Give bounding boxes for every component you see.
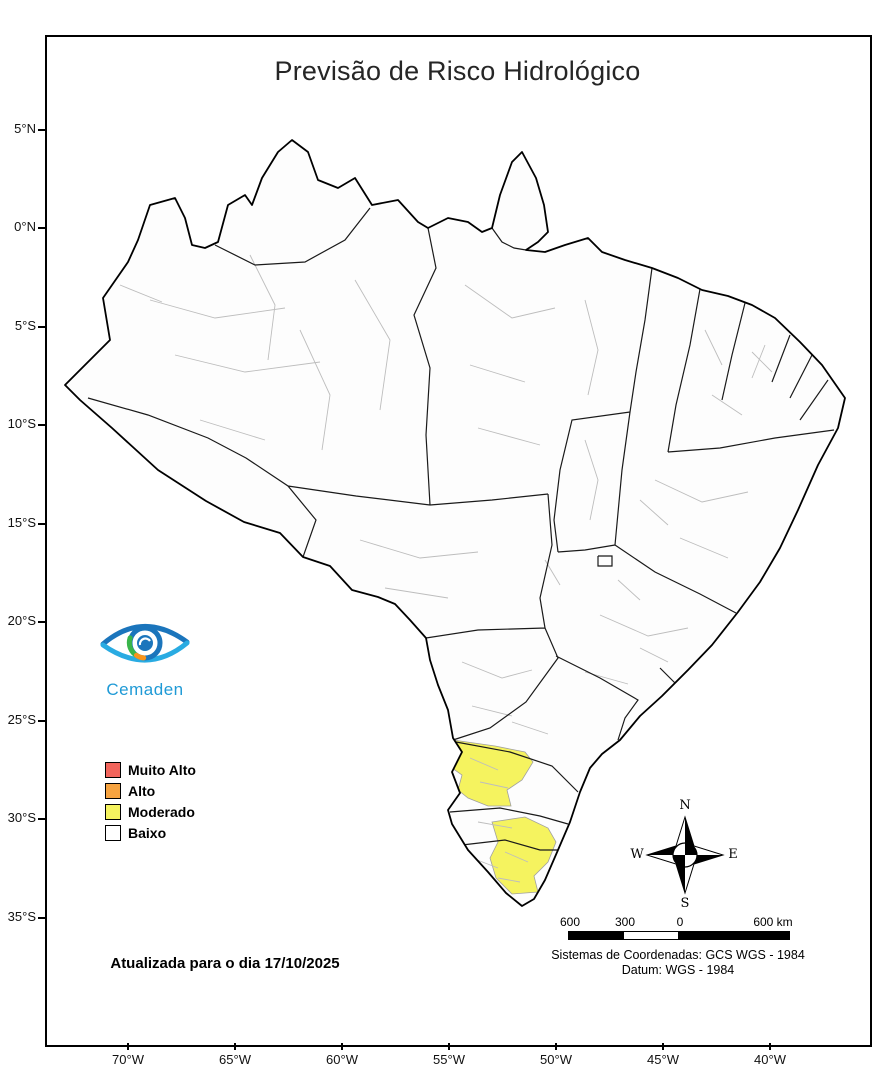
page-title: Previsão de Risco Hidrológico bbox=[274, 56, 641, 86]
lon-label-40w: 40°W bbox=[754, 1052, 786, 1067]
lat-tick bbox=[38, 326, 45, 328]
compass-east-label: E bbox=[728, 847, 738, 862]
legend-label-alto: Alto bbox=[128, 783, 156, 799]
lat-label-15s: 15°S bbox=[7, 515, 36, 530]
brazil-landmass bbox=[65, 140, 845, 906]
lon-tick bbox=[234, 1043, 236, 1050]
lat-tick bbox=[38, 227, 45, 229]
legend-swatch-alto bbox=[105, 783, 121, 799]
lat-label-5s: 5°S bbox=[14, 318, 36, 333]
lon-tick bbox=[769, 1043, 771, 1050]
moderado-risk-regions bbox=[451, 739, 557, 895]
cemaden-wordmark: Cemaden bbox=[106, 680, 184, 699]
lat-label-20s: 20°S bbox=[7, 613, 36, 628]
scalebar-label-600km: 600 km bbox=[753, 915, 793, 929]
legend-swatch-muito-alto bbox=[105, 762, 121, 778]
brazil-country-outline bbox=[64, 139, 846, 907]
lon-label-45w: 45°W bbox=[647, 1052, 679, 1067]
lat-label-0n: 0°N bbox=[14, 219, 36, 234]
crs-line2: Datum: WGS - 1984 bbox=[621, 963, 735, 977]
scalebar-label-600-left: 600 bbox=[559, 915, 581, 929]
lat-tick bbox=[38, 720, 45, 722]
lat-label-10s: 10°S bbox=[7, 416, 36, 431]
lat-tick bbox=[38, 424, 45, 426]
compass-rose-icon bbox=[645, 815, 725, 895]
compass-west-label: W bbox=[630, 847, 644, 862]
lat-tick bbox=[38, 129, 45, 131]
lat-tick bbox=[38, 523, 45, 525]
lat-tick bbox=[38, 818, 45, 820]
lon-tick bbox=[127, 1043, 129, 1050]
legend-swatch-moderado bbox=[105, 804, 121, 820]
lon-tick bbox=[448, 1043, 450, 1050]
legend-swatch-baixo bbox=[105, 825, 121, 841]
compass-north-label: N bbox=[679, 798, 691, 813]
lon-tick bbox=[341, 1043, 343, 1050]
state-borders bbox=[87, 207, 835, 851]
legend-label-baixo: Baixo bbox=[128, 825, 167, 841]
lon-label-65w: 65°W bbox=[219, 1052, 251, 1067]
cemaden-logo-icon bbox=[100, 624, 190, 663]
crs-line1: Sistemas de Coordenadas: GCS WGS - 1984 bbox=[551, 948, 805, 962]
moderado-region-rio-grande-do-sul bbox=[489, 816, 557, 895]
legend-label-moderado: Moderado bbox=[128, 804, 195, 820]
compass-south-label: S bbox=[680, 896, 690, 911]
legend-label-muito-alto: Muito Alto bbox=[128, 762, 196, 778]
updated-date-text: Atualizada para o dia 17/10/2025 bbox=[110, 955, 340, 972]
lon-label-70w: 70°W bbox=[112, 1052, 144, 1067]
lat-label-30s: 30°S bbox=[7, 810, 36, 825]
lon-tick bbox=[662, 1043, 664, 1050]
scalebar-label-300: 300 bbox=[614, 915, 636, 929]
lon-label-60w: 60°W bbox=[326, 1052, 358, 1067]
lat-label-25s: 25°S bbox=[7, 712, 36, 727]
scalebar-label-0: 0 bbox=[676, 915, 684, 929]
scalebar bbox=[568, 931, 790, 940]
lat-label-5n: 5°N bbox=[14, 121, 36, 136]
lat-tick bbox=[38, 917, 45, 919]
lat-label-35s: 35°S bbox=[7, 909, 36, 924]
lon-label-50w: 50°W bbox=[540, 1052, 572, 1067]
lon-tick bbox=[555, 1043, 557, 1050]
lon-label-55w: 55°W bbox=[433, 1052, 465, 1067]
lat-tick bbox=[38, 621, 45, 623]
subregion-borders bbox=[119, 254, 773, 883]
